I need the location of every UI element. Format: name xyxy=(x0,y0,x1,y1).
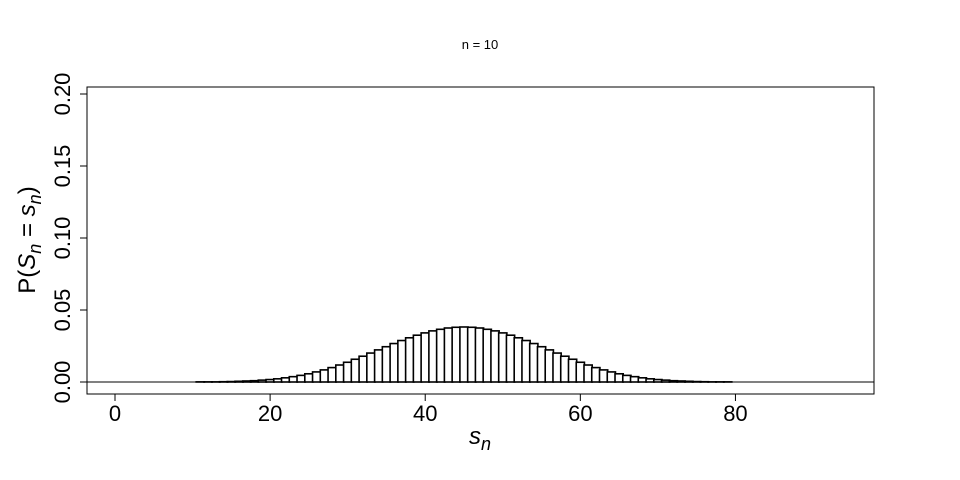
x-tick-label: 0 xyxy=(109,401,121,426)
x-axis: 0 20 40 60 80 xyxy=(109,393,748,426)
bars-group xyxy=(195,326,733,383)
y-axis-title: P(Sn = sn) xyxy=(14,186,45,293)
y-tick-label: 0.15 xyxy=(50,145,75,188)
y-tick-label: 0.10 xyxy=(50,217,75,260)
x-tick-label: 80 xyxy=(723,401,747,426)
x-axis-title: sn xyxy=(469,423,491,454)
x-tick-label: 20 xyxy=(258,401,282,426)
y-tick-label: 0.00 xyxy=(50,361,75,404)
y-tick-label: 0.20 xyxy=(50,73,75,116)
chart-title: n = 10 xyxy=(462,37,499,52)
x-tick-label: 40 xyxy=(413,401,437,426)
y-tick-label: 0.05 xyxy=(50,289,75,332)
y-axis: 0.00 0.05 0.10 0.15 0.20 xyxy=(50,73,88,404)
x-tick-label: 60 xyxy=(568,401,592,426)
